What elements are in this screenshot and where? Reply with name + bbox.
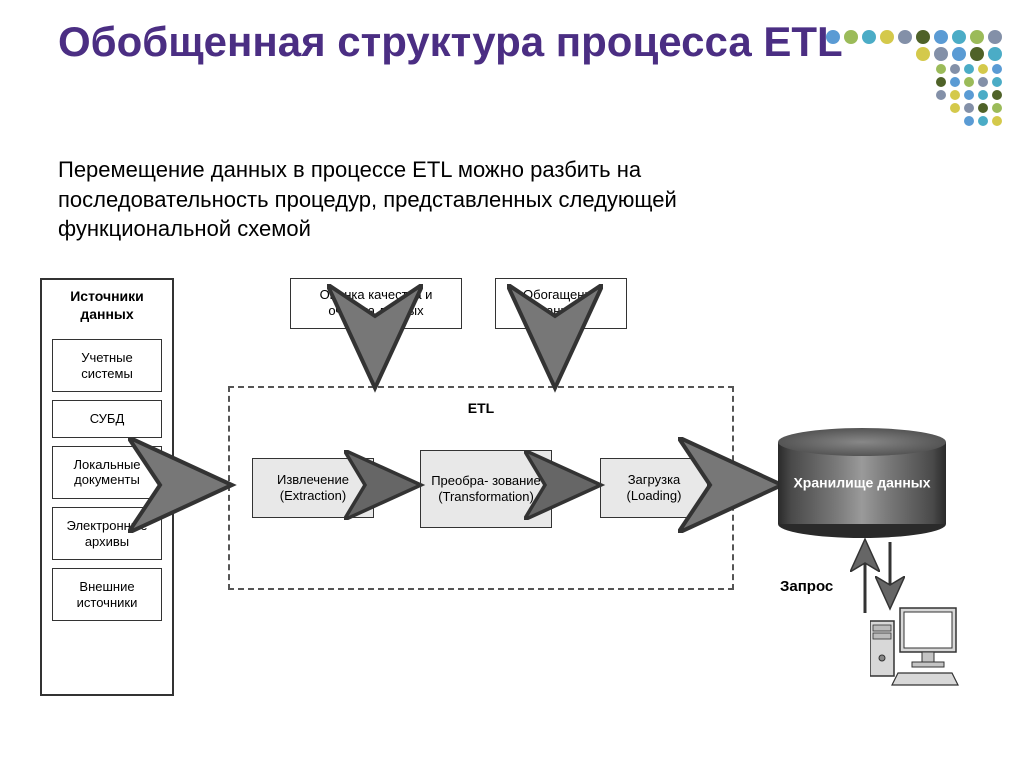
query-label: Запрос [780, 578, 833, 595]
source-item: СУБД [52, 400, 162, 438]
etl-label: ETL [468, 400, 494, 416]
transformation-box: Преобра- зование (Transformation) [420, 450, 552, 528]
source-item: Внешние источники [52, 568, 162, 621]
quality-box: Оценка качества и очистка данных [290, 278, 462, 329]
sources-header: Источники данных [42, 280, 172, 331]
warehouse-cylinder: Хранилище данных [778, 428, 946, 538]
extraction-box: Извлечение (Extraction) [252, 458, 374, 518]
source-item: Локальные документы [52, 446, 162, 499]
page-subtitle: Перемещение данных в процессе ETL можно … [58, 155, 758, 244]
computer-icon [870, 603, 960, 688]
loading-box: Загрузка (Loading) [600, 458, 708, 518]
source-item: Электронные архивы [52, 507, 162, 560]
etl-container: ETL Извлечение (Extraction) Преобра- зов… [228, 386, 734, 590]
etl-diagram: Источники данных Учетные системы СУБД Ло… [40, 278, 985, 718]
sources-column: Источники данных Учетные системы СУБД Ло… [40, 278, 174, 696]
page-title: Обобщенная структура процесса ETL [58, 18, 843, 66]
source-item: Учетные системы [52, 339, 162, 392]
warehouse-label: Хранилище данных [787, 474, 937, 492]
enrichment-box: Обогащение данных [495, 278, 627, 329]
